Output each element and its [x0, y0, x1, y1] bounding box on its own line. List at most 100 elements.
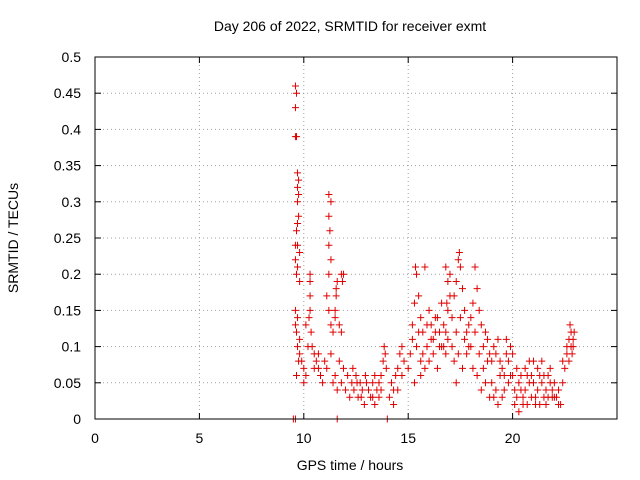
data-point	[467, 343, 475, 351]
data-point	[404, 364, 412, 372]
data-point	[463, 350, 471, 358]
data-point	[542, 401, 550, 409]
data-point	[294, 241, 302, 249]
data-point	[477, 386, 485, 394]
data-point	[444, 277, 452, 285]
data-point	[325, 241, 333, 249]
data-point	[479, 364, 487, 372]
data-point	[452, 379, 460, 387]
data-point	[398, 343, 406, 351]
data-point	[302, 372, 310, 380]
data-point	[452, 277, 460, 285]
data-point	[502, 335, 510, 343]
data-point	[325, 191, 333, 199]
data-point	[568, 350, 576, 358]
data-point	[538, 357, 546, 365]
data-point	[563, 343, 571, 351]
data-point	[458, 364, 466, 372]
data-point	[375, 393, 383, 401]
data-point	[294, 314, 302, 322]
data-point	[542, 386, 550, 394]
data-point	[353, 379, 361, 387]
x-tick-label: 5	[196, 430, 204, 446]
data-point	[306, 277, 314, 285]
data-point	[394, 364, 402, 372]
data-point	[490, 343, 498, 351]
data-point	[465, 321, 473, 329]
data-point	[481, 379, 489, 387]
data-point	[375, 379, 383, 387]
data-point	[486, 350, 494, 358]
y-tick-label: 0.35	[54, 158, 81, 174]
data-point	[502, 350, 510, 358]
data-point	[302, 321, 310, 329]
data-point	[511, 386, 519, 394]
data-point	[325, 212, 333, 220]
data-point	[392, 372, 400, 380]
data-point	[442, 350, 450, 358]
data-point	[546, 364, 554, 372]
chart-title: Day 206 of 2022, SRMTID for receiver exm…	[214, 18, 486, 34]
data-point	[540, 372, 548, 380]
data-point	[436, 328, 444, 336]
data-point	[565, 357, 573, 365]
data-point	[350, 386, 358, 394]
data-point	[292, 372, 300, 380]
data-point	[312, 357, 320, 365]
data-point	[294, 263, 302, 271]
data-point	[390, 401, 398, 409]
data-point	[394, 386, 402, 394]
data-point	[529, 379, 537, 387]
data-point	[342, 386, 350, 394]
data-point	[488, 357, 496, 365]
data-point	[488, 379, 496, 387]
data-point	[400, 357, 408, 365]
data-point	[515, 379, 523, 387]
y-tick-label: 0.05	[54, 375, 81, 391]
data-point	[327, 198, 335, 206]
data-point	[292, 270, 300, 278]
data-point	[517, 372, 525, 380]
data-point	[570, 328, 578, 336]
x-tick-label: 20	[505, 430, 521, 446]
data-point	[452, 328, 460, 336]
data-point	[337, 379, 345, 387]
data-point	[496, 357, 504, 365]
data-point	[327, 350, 335, 358]
data-point	[326, 227, 334, 235]
data-point	[291, 306, 299, 314]
data-point	[325, 306, 333, 314]
data-point	[527, 372, 535, 380]
data-point	[352, 372, 360, 380]
data-point	[550, 379, 558, 387]
data-point	[423, 343, 431, 351]
data-point	[548, 386, 556, 394]
data-point	[361, 372, 369, 380]
data-point	[479, 343, 487, 351]
data-point	[291, 133, 299, 141]
data-point	[346, 393, 354, 401]
data-point	[291, 256, 299, 264]
y-tick-label: 0.5	[62, 49, 82, 65]
data-point	[473, 285, 481, 293]
data-point	[329, 379, 337, 387]
data-point	[494, 401, 502, 409]
y-axis-label: SRMTID / TECUs	[5, 183, 21, 293]
data-point	[327, 321, 335, 329]
data-point	[396, 350, 404, 358]
data-point	[417, 357, 425, 365]
data-point	[398, 372, 406, 380]
data-point	[296, 248, 304, 256]
data-point	[456, 314, 464, 322]
data-point	[358, 386, 366, 394]
data-point	[442, 328, 450, 336]
y-tick-label: 0.25	[54, 230, 81, 246]
data-point	[555, 386, 563, 394]
data-point	[294, 198, 302, 206]
data-point	[529, 357, 537, 365]
data-point	[291, 82, 299, 90]
data-point	[450, 357, 458, 365]
data-point	[329, 328, 337, 336]
data-point	[415, 292, 423, 300]
data-point	[477, 321, 485, 329]
